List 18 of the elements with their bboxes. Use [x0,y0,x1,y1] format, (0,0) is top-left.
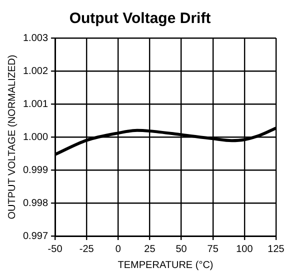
x-tick-label: 25 [144,244,156,255]
chart-title: Output Voltage Drift [69,10,211,28]
x-tick-label: 125 [268,244,285,255]
x-tick-label: 50 [176,244,188,255]
y-tick-label: 0.997 [22,230,48,242]
y-tick-label: 1.002 [22,66,48,77]
y-tick-label: 1.003 [22,32,48,44]
y-tick-label: 0.998 [22,198,48,209]
x-axis-title: TEMPERATURE (°C) [118,260,214,271]
y-tick-label: 0.999 [22,164,48,176]
x-tick-label: 100 [236,244,254,255]
x-tick-label: -25 [79,244,94,255]
x-tick-label: 75 [207,244,219,255]
y-tick-label: 1.001 [22,98,48,110]
y-tick-label: 1.000 [22,132,48,143]
x-tick-label: 0 [115,244,122,255]
x-tick-label: -50 [48,244,63,255]
y-axis-title: OUTPUT VOLTAGE (NORMALIZED) [6,54,18,220]
